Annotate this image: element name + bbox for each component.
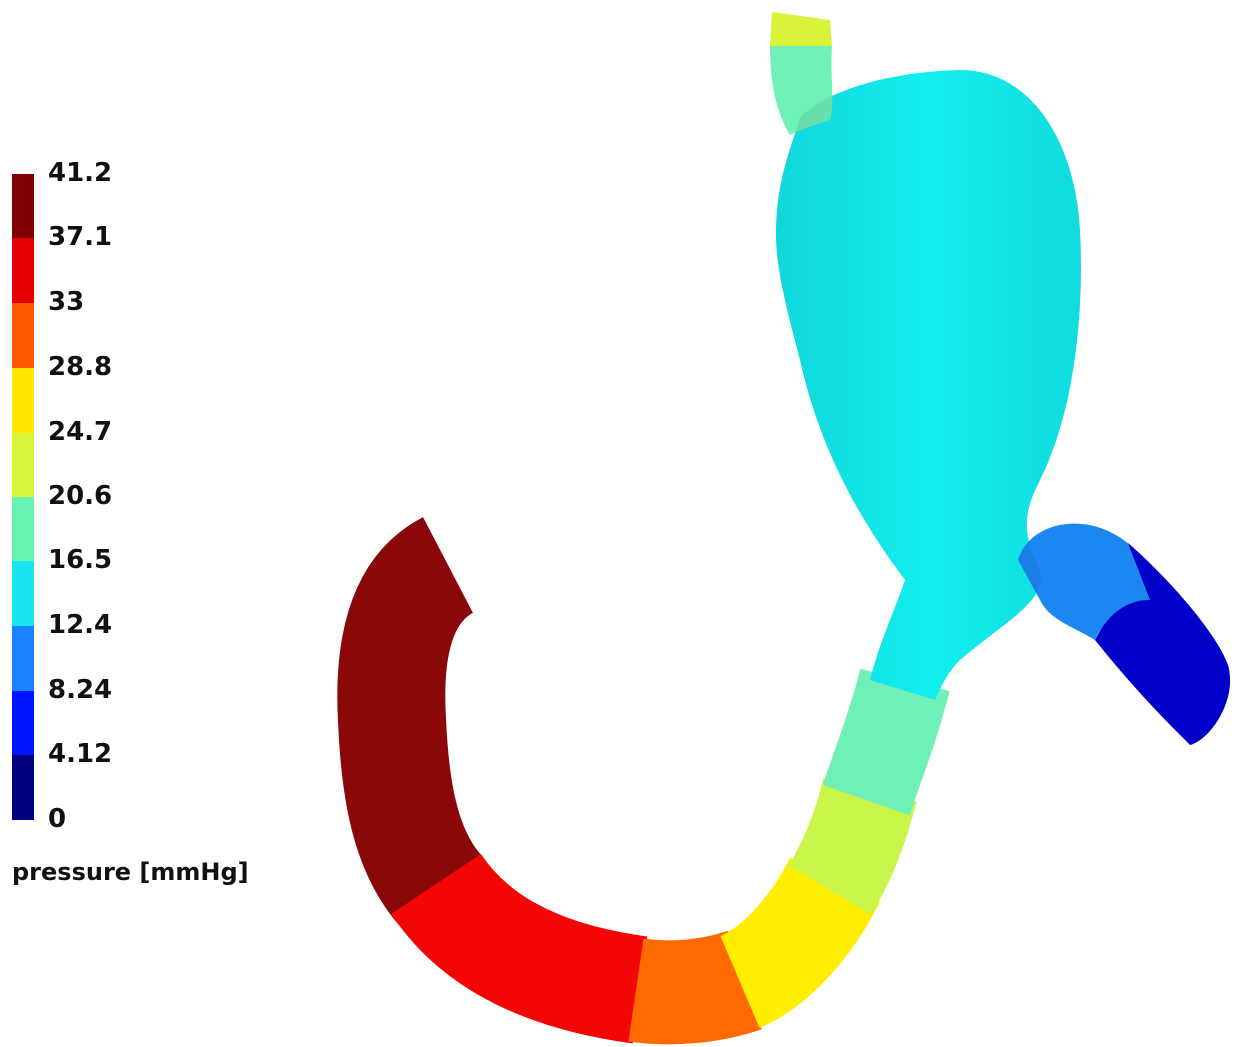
tick-label: 41.2 [48, 158, 113, 188]
stomach-shading [775, 70, 1081, 700]
segment-lime [788, 778, 917, 915]
color-bar-band [12, 755, 34, 821]
segment-yellow [718, 856, 880, 1029]
color-bar-band [12, 432, 34, 498]
pressure-legend: 41.2 37.1 33 28.8 24.7 20.6 16.5 12.4 8.… [0, 0, 300, 1047]
segment-dark-red [337, 517, 483, 926]
color-bar-band [12, 625, 34, 692]
tick-label: 16.5 [48, 545, 113, 576]
segment-mint [822, 668, 950, 816]
tick-label: 12.4 [48, 609, 113, 640]
legend-title: pressure [mmHg] [12, 858, 249, 886]
tick-label: 33 [48, 286, 85, 317]
tick-label: 8.24 [48, 674, 113, 705]
tick-label: 37.1 [48, 222, 113, 253]
segment-red [391, 852, 648, 1044]
esophagus-top-segment [770, 12, 832, 46]
right-branch [1018, 523, 1231, 745]
color-bar-band [12, 561, 34, 627]
color-bar-band [12, 368, 34, 434]
tick-label: 4.12 [48, 739, 113, 770]
tick-label: 28.8 [48, 352, 113, 383]
tick-label: 24.7 [48, 416, 113, 447]
color-bar-band [12, 690, 34, 756]
tick-label: 0 [48, 804, 67, 834]
branch-dark-blue-segment [1095, 543, 1231, 745]
segment-orange [628, 930, 762, 1045]
branch-blue-segment [1018, 523, 1150, 640]
color-bar-band [12, 497, 34, 562]
color-bar [12, 174, 34, 821]
color-bar-band [12, 302, 34, 369]
color-bar-band [12, 174, 34, 239]
tick-label: 20.6 [48, 481, 113, 511]
color-bar-band [12, 238, 34, 304]
duodenum-tube [337, 517, 950, 1045]
